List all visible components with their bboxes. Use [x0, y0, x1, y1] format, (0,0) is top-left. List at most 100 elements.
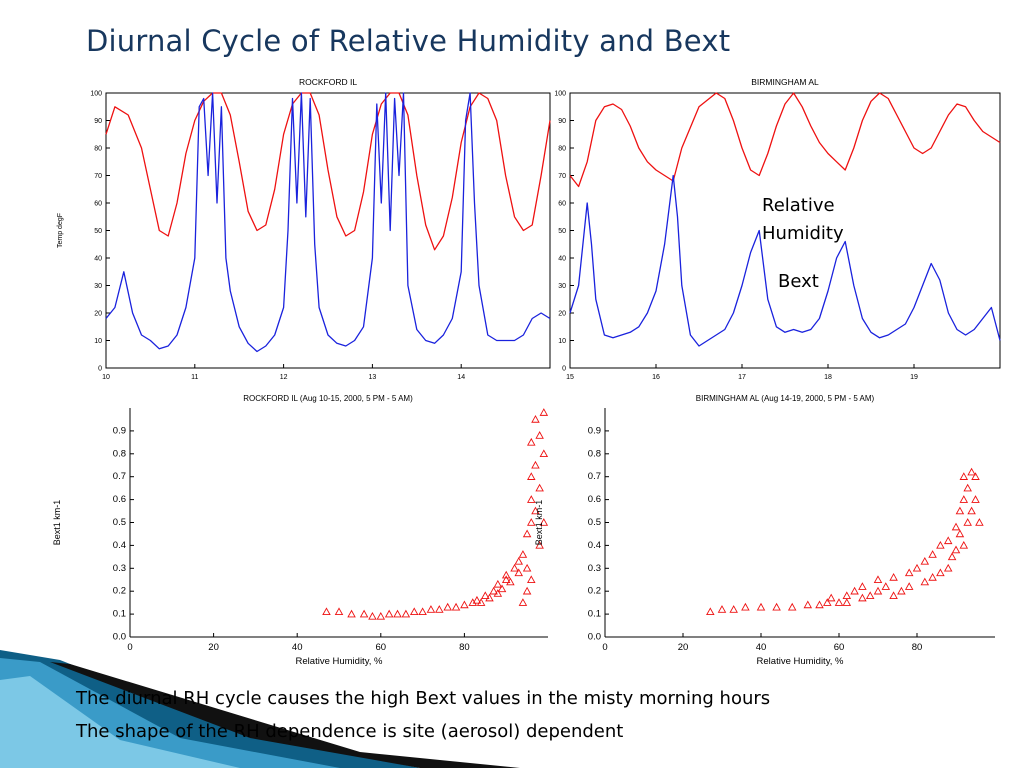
scatter-point: [493, 579, 503, 588]
scatter-point: [501, 575, 511, 584]
y-tick-label: 90: [94, 118, 102, 125]
x-tick-label: 20: [208, 642, 219, 653]
scatter-point: [850, 586, 859, 595]
x-tick-label: 16: [652, 374, 660, 381]
scatter-point: [943, 563, 953, 572]
scatter-point: [889, 591, 898, 600]
scatter-point: [527, 472, 536, 480]
scatter-point: [489, 586, 498, 595]
scatter-point: [787, 602, 797, 611]
y-tick-label: 0.0: [113, 632, 126, 643]
x-tick-label: 60: [834, 642, 845, 653]
x-tick-label: 19: [910, 374, 918, 381]
x-tick-label: 60: [376, 642, 387, 653]
scatter-point: [514, 568, 524, 577]
y-tick-label: 80: [94, 146, 102, 153]
y-tick-label: 0: [562, 366, 566, 373]
x-tick-label: 13: [369, 374, 377, 381]
scatter-point: [522, 563, 532, 572]
plot-frame: [105, 92, 551, 369]
scatter-point: [904, 568, 914, 577]
scatter-point: [963, 518, 972, 526]
scatter-point: [506, 577, 515, 586]
scatter-point: [959, 472, 969, 480]
x-tick-label: 0: [127, 642, 132, 653]
x-axis-label: ROCKFORD IL (Aug 10-15, 2000, 5 PM - 5 A…: [243, 394, 413, 403]
y-tick-label: 0.1: [113, 609, 126, 620]
x-tick-label: 40: [292, 642, 303, 653]
y-tick-label: 0.0: [588, 632, 601, 643]
y-tick-label: 20: [94, 311, 102, 318]
scatter-point: [384, 609, 394, 618]
y-tick-label: 0.6: [113, 494, 126, 505]
x-tick-label: 17: [738, 374, 746, 381]
scatter-point: [842, 598, 852, 606]
y-tick-label: 60: [94, 201, 102, 208]
y-tick-label: 30: [94, 283, 102, 290]
y-tick-label: 100: [90, 91, 102, 98]
scatter-point: [963, 483, 972, 492]
y-tick-label: 0.9: [113, 425, 126, 436]
x-tick-label: 14: [457, 374, 465, 381]
birmingham-timeseries-chart: BIRMINGHAM AL 0 10 20 30 40 50 60 70 80 90 100 15 16 1…: [554, 77, 1001, 403]
chart-title: BIRMINGHAM AL: [751, 77, 819, 87]
slide-title: Diurnal Cycle of Relative Humidity and B…: [86, 24, 731, 58]
y-axis-label: Bext1 km-1: [534, 500, 544, 546]
scatter-point: [834, 598, 844, 606]
scatter-point: [955, 529, 965, 538]
y-tick-label: 0.4: [588, 540, 601, 551]
scatter-point: [401, 609, 411, 618]
scatter-point: [527, 495, 536, 503]
y-tick-label: 0.1: [588, 609, 601, 620]
scatter-point: [527, 518, 536, 526]
y-tick-label: 50: [558, 228, 566, 235]
scatter-point: [485, 593, 494, 602]
scatter-point: [826, 593, 836, 602]
scatter-point: [889, 573, 898, 581]
x-tick-label: 20: [678, 642, 689, 653]
series-line-0: [569, 92, 1001, 188]
scatter-point: [514, 557, 524, 565]
y-tick-label: 0.2: [113, 586, 126, 597]
scatter-point: [971, 472, 980, 480]
y-tick-label: 10: [94, 338, 102, 345]
scatter-point: [865, 591, 875, 600]
scatter-point: [443, 602, 452, 611]
scatter-point: [741, 602, 750, 611]
y-tick-label: 0.3: [113, 563, 126, 574]
scatter-point: [535, 483, 544, 492]
x-tick-label: 10: [102, 374, 110, 381]
scatter-point: [527, 575, 536, 584]
x-tick-label: 15: [566, 374, 574, 381]
scatter-point: [518, 598, 528, 606]
scatter-point: [842, 591, 852, 600]
y-tick-label: 60: [558, 201, 566, 208]
scatter-point: [531, 506, 540, 515]
y-tick-label: 0.4: [113, 540, 126, 551]
scatter-point: [943, 536, 953, 545]
scatter-point: [535, 431, 544, 439]
x-tick-label: 80: [459, 642, 470, 653]
scatter-point: [951, 545, 961, 554]
x-tick-label: 40: [756, 642, 767, 653]
scatter-point: [531, 415, 540, 423]
annotation-relative-humidity: Relative Humidity: [762, 195, 844, 244]
scatter-point: [947, 552, 957, 561]
decorative-swoosh: [0, 650, 520, 768]
annotation-bext: Bext: [778, 271, 819, 292]
scatter-point: [476, 598, 486, 606]
scatter-point: [376, 611, 386, 620]
y-tick-label: 0.6: [588, 494, 601, 505]
scatter-point: [393, 609, 402, 618]
scatter-point: [967, 467, 976, 476]
y-tick-label: 80: [558, 146, 566, 153]
y-tick-label: 70: [94, 173, 102, 180]
y-tick-label: 0.5: [113, 517, 126, 528]
y-tick-label: 50: [94, 228, 102, 235]
scatter-point: [717, 605, 727, 613]
y-tick-label: 0.2: [588, 586, 601, 597]
scatter-point: [756, 602, 766, 611]
y-tick-label: 20: [558, 311, 566, 318]
scatter-point: [527, 437, 536, 446]
scatter-point: [368, 611, 377, 620]
